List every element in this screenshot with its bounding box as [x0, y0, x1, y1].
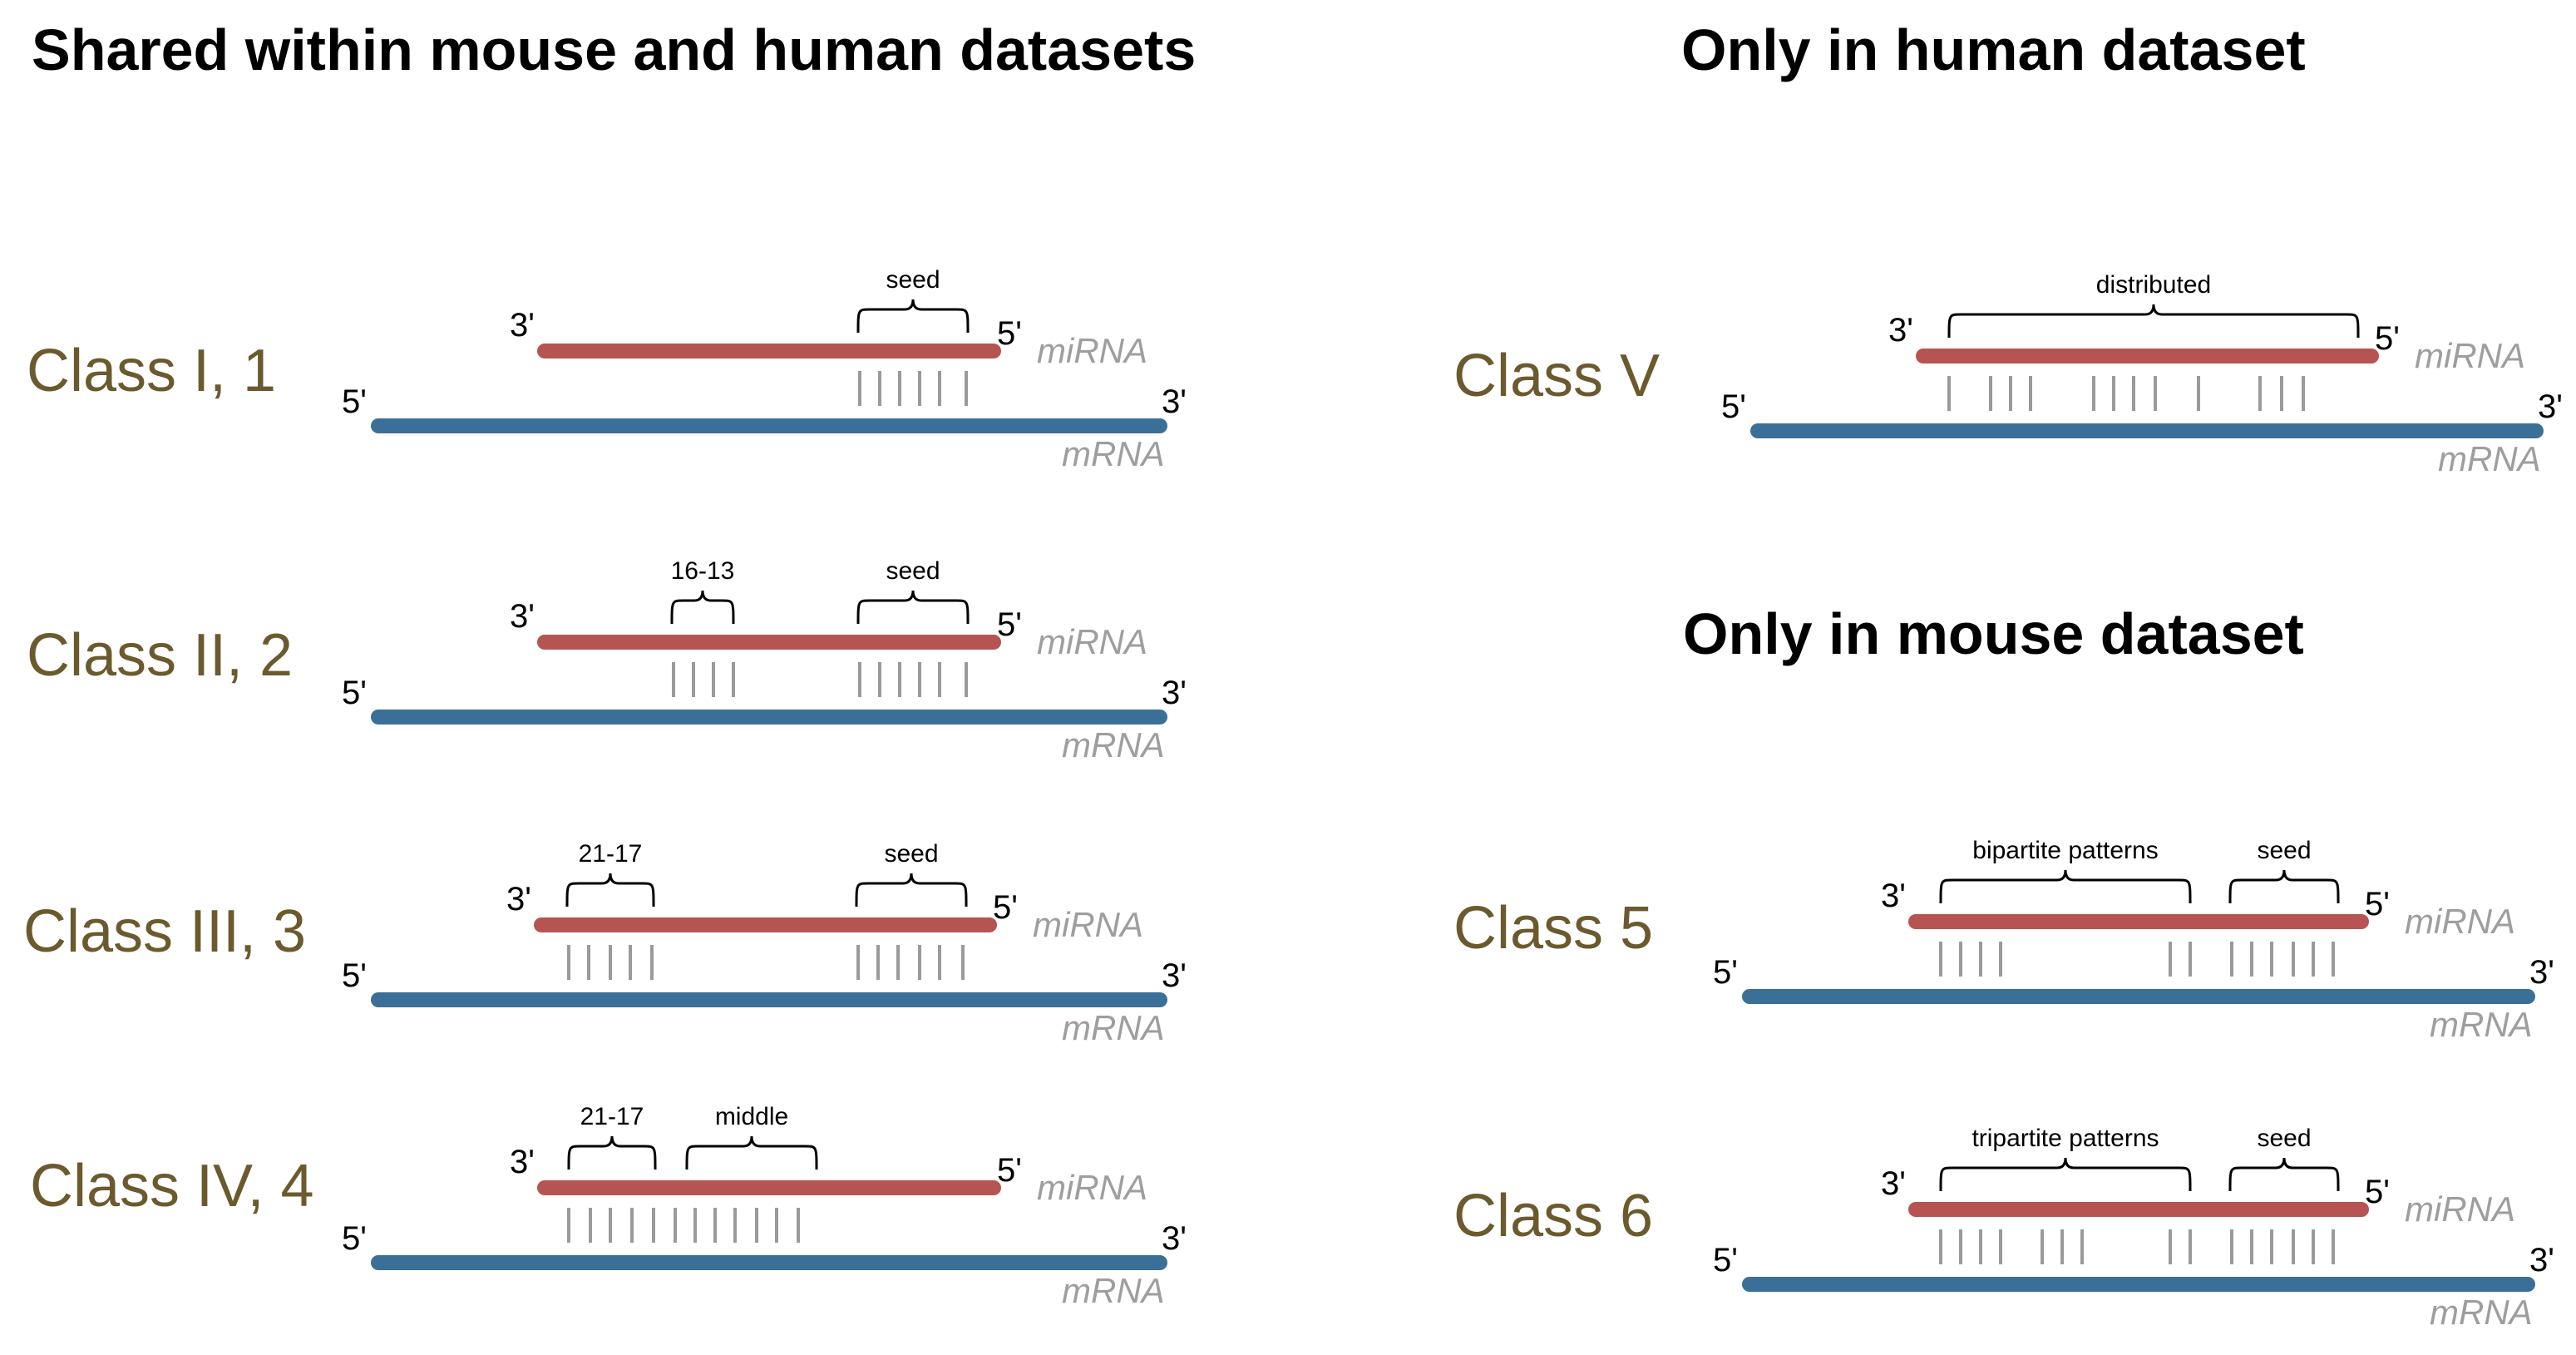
mirna-3prime-label: 3'	[510, 307, 535, 344]
mrna-3prime-label: 3'	[2529, 1242, 2554, 1278]
region-label: seed	[886, 266, 940, 294]
section-heading-mouse: Only in mouse dataset	[1683, 601, 2304, 666]
region-label: seed	[2257, 1125, 2311, 1152]
region-label: 16-13	[671, 557, 735, 585]
mrna-label: mRNA	[2430, 1005, 2533, 1044]
mirna-3prime-label: 3'	[510, 1144, 535, 1180]
mirna-label: miRNA	[2405, 902, 2515, 941]
region-label: bipartite patterns	[1972, 837, 2158, 864]
mrna-5prime-label: 5'	[342, 1220, 367, 1257]
mirna-5prime-label: 5'	[2365, 1174, 2390, 1210]
mirna-5prime-label: 5'	[997, 606, 1022, 643]
mirna-label: miRNA	[2415, 336, 2525, 375]
class-label: Class 6	[1453, 1183, 1653, 1249]
mrna-5prime-label: 5'	[342, 957, 367, 994]
mrna-label: mRNA	[1062, 1271, 1165, 1310]
mrna-label: mRNA	[2430, 1293, 2533, 1332]
class-label: Class III, 3	[23, 898, 306, 965]
region-brace	[670, 590, 735, 625]
mirna-label: miRNA	[2405, 1189, 2515, 1229]
class-label: Class I, 1	[27, 338, 276, 404]
section-heading-human: Only in human dataset	[1681, 17, 2306, 82]
mirna-5prime-label: 5'	[997, 1152, 1022, 1189]
region-brace	[685, 1135, 818, 1170]
region-brace	[567, 1135, 657, 1170]
mirna-5prime-label: 5'	[2365, 886, 2390, 922]
mrna-label: mRNA	[1062, 725, 1165, 764]
region-brace	[2228, 869, 2340, 904]
region-brace	[2228, 1157, 2340, 1192]
mrna-label: mRNA	[2438, 439, 2541, 478]
region-brace	[1939, 1157, 2192, 1192]
region-brace	[1939, 869, 2192, 904]
class-label: Class II, 2	[27, 622, 293, 689]
region-label: tripartite patterns	[1971, 1125, 2159, 1152]
region-brace	[1947, 304, 2360, 339]
mrna-label: mRNA	[1062, 434, 1165, 473]
mirna-3prime-label: 3'	[1881, 878, 1906, 914]
mirna-5prime-label: 5'	[2375, 320, 2400, 357]
mirna-3prime-label: 3'	[506, 881, 531, 917]
mrna-5prime-label: 5'	[342, 383, 367, 420]
mrna-5prime-label: 5'	[1713, 1242, 1738, 1278]
mrna-5prime-label: 5'	[342, 675, 367, 711]
mrna-3prime-label: 3'	[1162, 957, 1187, 994]
mirna-label: miRNA	[1037, 1168, 1147, 1207]
mirna-3prime-label: 3'	[1888, 312, 1913, 349]
mirna-5prime-label: 5'	[997, 315, 1022, 352]
region-brace	[565, 873, 655, 907]
mrna-3prime-label: 3'	[2529, 954, 2554, 991]
region-brace	[856, 299, 970, 334]
mirna-3prime-label: 3'	[1881, 1165, 1906, 1202]
mirna-label: miRNA	[1037, 331, 1147, 370]
region-label: seed	[2257, 837, 2311, 864]
region-label: seed	[884, 840, 938, 868]
region-label: seed	[886, 557, 940, 585]
region-brace	[855, 873, 968, 907]
class-label: Class 5	[1453, 895, 1653, 962]
mrna-5prime-label: 5'	[1713, 954, 1738, 991]
region-label: 21-17	[579, 840, 643, 868]
mirna-label: miRNA	[1033, 905, 1143, 944]
mrna-5prime-label: 5'	[1721, 388, 1746, 425]
class-label: Class IV, 4	[30, 1153, 314, 1219]
class-label: Class V	[1453, 343, 1660, 409]
region-brace	[856, 590, 970, 625]
mrna-3prime-label: 3'	[1162, 675, 1187, 711]
mrna-label: mRNA	[1062, 1008, 1165, 1047]
mirna-label: miRNA	[1037, 622, 1147, 661]
region-label: middle	[715, 1103, 788, 1130]
mrna-3prime-label: 3'	[1162, 1220, 1187, 1257]
mrna-3prime-label: 3'	[2538, 388, 2563, 425]
section-heading-shared: Shared within mouse and human datasets	[32, 17, 1196, 82]
mirna-5prime-label: 5'	[993, 889, 1018, 926]
region-label: distributed	[2096, 271, 2211, 299]
mrna-3prime-label: 3'	[1162, 383, 1187, 420]
region-label: 21-17	[580, 1103, 644, 1130]
mirna-3prime-label: 3'	[510, 598, 535, 635]
